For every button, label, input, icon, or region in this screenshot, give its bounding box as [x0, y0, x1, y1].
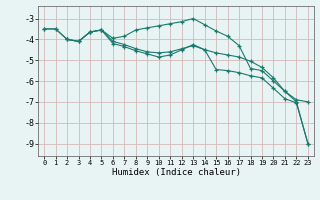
- X-axis label: Humidex (Indice chaleur): Humidex (Indice chaleur): [111, 168, 241, 177]
